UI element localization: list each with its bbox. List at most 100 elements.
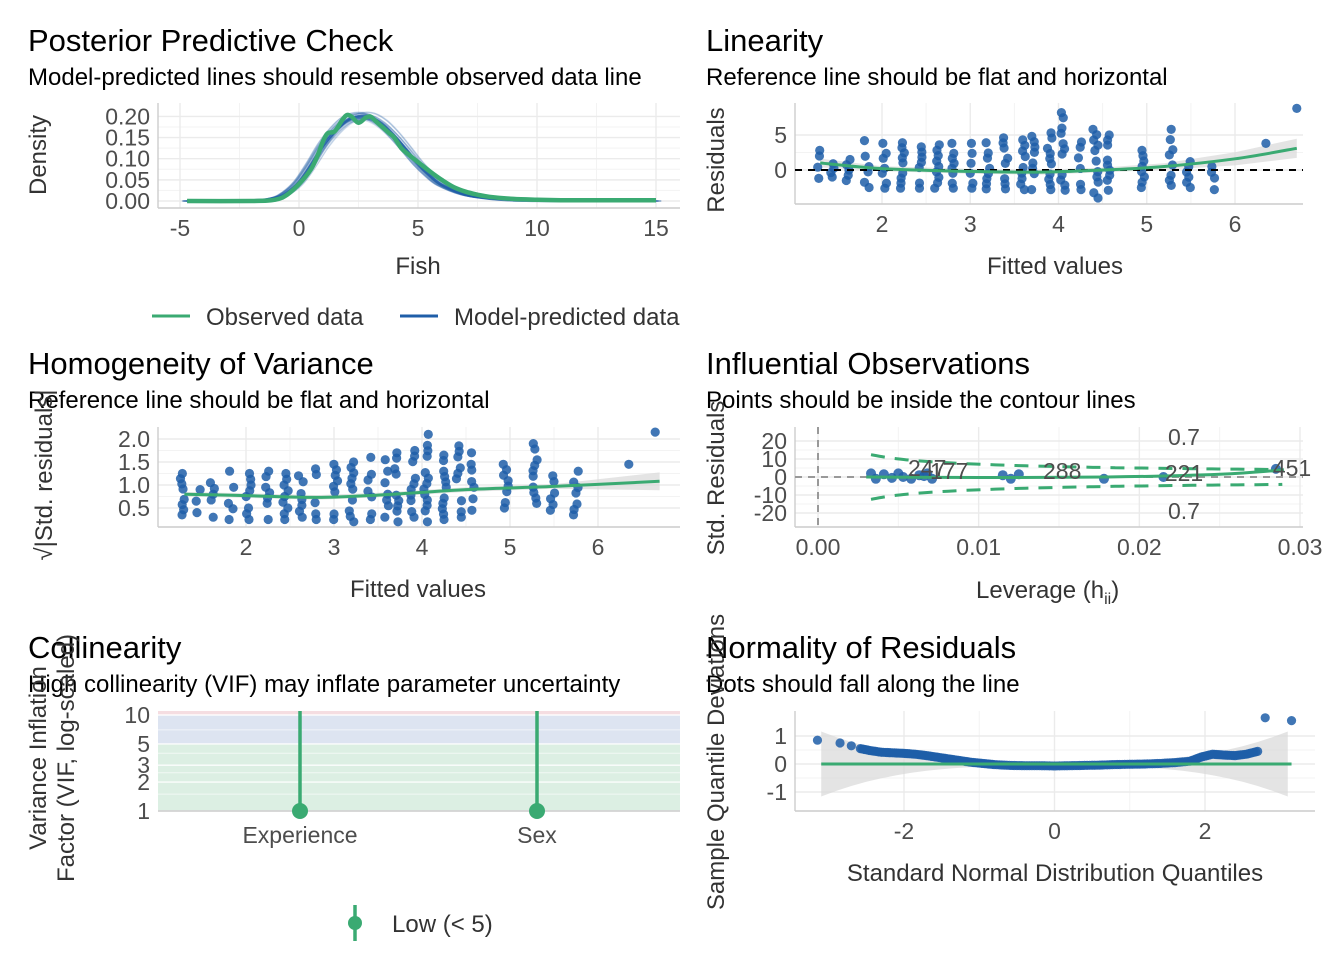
influence-point-label-451: 451 xyxy=(1273,455,1311,481)
homogeneity-panel: Homogeneity of Variance Reference line s… xyxy=(28,346,680,603)
homogeneity-point xyxy=(380,478,390,488)
y-tick-label: 0 xyxy=(774,751,787,777)
homogeneity-point xyxy=(367,509,377,519)
linearity-point xyxy=(1028,158,1038,168)
collinearity-title: Collinearity xyxy=(28,630,182,665)
x-tick-label: 0.02 xyxy=(1117,534,1162,560)
homogeneity-point xyxy=(243,503,254,513)
y-tick-label: 0.10 xyxy=(105,146,150,172)
collinearity-subtitle: High collinearity (VIF) may inflate para… xyxy=(28,671,620,698)
homogeneity-point xyxy=(223,498,234,508)
contour-upper xyxy=(870,453,1283,472)
y-tick-label: 0.00 xyxy=(105,188,150,214)
normality-ylabel: Sample Quantile Deviations xyxy=(703,614,730,910)
linearity-xlabel: Fitted values xyxy=(987,253,1123,280)
linearity-point xyxy=(1166,124,1176,134)
homogeneity-point xyxy=(310,464,321,474)
homogeneity-point xyxy=(310,498,320,508)
homogeneity-point xyxy=(229,482,239,492)
homogeneity-point xyxy=(528,439,538,449)
legend-low-swatch-dot xyxy=(348,916,362,930)
homogeneity-point xyxy=(650,427,660,437)
homogeneity-point xyxy=(467,505,477,515)
linearity-point xyxy=(881,148,891,158)
predicted-draw-line xyxy=(189,117,659,202)
x-tick-label: 3 xyxy=(964,211,977,237)
homogeneity-point xyxy=(439,450,449,460)
x-tick-label: 0 xyxy=(1048,818,1061,844)
linearity-point xyxy=(1137,145,1147,155)
homogeneity-xlabel: Fitted values xyxy=(350,576,486,603)
ppc-panel: Posterior Predictive Check Model-predict… xyxy=(25,23,680,331)
predicted-draw-line xyxy=(192,111,662,202)
y-tick-label: -20 xyxy=(754,500,787,526)
linearity-subtitle: Reference line should be flat and horizo… xyxy=(706,64,1168,91)
x-tick-label: 10 xyxy=(524,215,550,241)
linearity-point xyxy=(814,173,824,183)
normality-subtitle: Dots should fall along the line xyxy=(706,671,1020,698)
linearity-point xyxy=(916,142,926,152)
x-tick-label: 2 xyxy=(1199,818,1212,844)
linearity-point xyxy=(1104,130,1114,140)
linearity-point xyxy=(968,178,978,188)
normality-point xyxy=(812,735,823,745)
y-tick-label: 10 xyxy=(761,446,787,472)
homogeneity-point xyxy=(363,486,373,496)
homogeneity-point xyxy=(224,466,235,476)
legend-low-label: Low (< 5) xyxy=(392,911,493,938)
influence-point-label-288: 288 xyxy=(1043,458,1081,484)
linearity-point xyxy=(813,162,823,172)
homogeneity-point xyxy=(366,469,377,479)
y-tick-label: 1.0 xyxy=(118,472,150,498)
x-tick-label: 2 xyxy=(876,211,889,237)
homogeneity-point xyxy=(467,476,477,487)
y-tick-label: 20 xyxy=(761,428,787,454)
normality-point xyxy=(1253,746,1263,757)
homogeneity-point xyxy=(456,496,467,506)
x-tick-label: 4 xyxy=(1052,211,1065,237)
linearity-point xyxy=(1000,174,1010,184)
homogeneity-point xyxy=(195,485,205,495)
y-tick-label: 1 xyxy=(137,798,150,824)
influence-point xyxy=(1098,473,1109,484)
linearity-point xyxy=(860,151,870,161)
homogeneity-point xyxy=(423,429,433,439)
homogeneity-point xyxy=(179,494,189,504)
collinearity-panel: Collinearity High collinearity (VIF) may… xyxy=(25,630,680,941)
y-tick-label: -10 xyxy=(754,482,787,508)
x-tick-label-sex: Sex xyxy=(517,822,557,848)
homogeneity-point xyxy=(329,509,339,519)
linearity-point xyxy=(1103,185,1113,195)
linearity-plot-area: 2 3 4 5 6 0 5 xyxy=(774,103,1303,237)
homogeneity-point xyxy=(192,507,202,518)
linearity-point xyxy=(845,154,855,165)
vif-point-experience xyxy=(292,803,308,819)
homogeneity-point xyxy=(498,459,508,469)
homogeneity-point xyxy=(205,478,216,488)
x-tick-label: 0 xyxy=(293,215,306,241)
y-tick-label: 10 xyxy=(124,702,150,728)
x-tick-label: -2 xyxy=(894,818,914,844)
linearity-point xyxy=(947,178,957,188)
normality-panel: Normality of Residuals Dots should fall … xyxy=(703,614,1315,910)
homogeneity-title: Homogeneity of Variance xyxy=(28,346,374,381)
normality-point xyxy=(835,738,845,748)
vif-point-sex xyxy=(529,803,545,819)
homogeneity-point xyxy=(548,471,558,481)
homogeneity-point xyxy=(392,448,402,458)
linearity-point xyxy=(1292,103,1302,113)
homogeneity-point xyxy=(572,499,582,509)
linearity-point xyxy=(1089,188,1099,198)
x-tick-label: -5 xyxy=(170,215,190,241)
observed-series-line xyxy=(187,112,656,204)
influence-point-label-247: 247 xyxy=(908,455,946,481)
contour-label-lower: 0.7 xyxy=(1168,498,1200,524)
homogeneity-point xyxy=(454,441,464,451)
linearity-point xyxy=(1075,179,1086,189)
predicted-draw-line xyxy=(188,119,658,202)
homogeneity-point xyxy=(191,496,201,506)
linearity-point xyxy=(897,138,908,148)
predicted-draw-line xyxy=(189,114,659,202)
